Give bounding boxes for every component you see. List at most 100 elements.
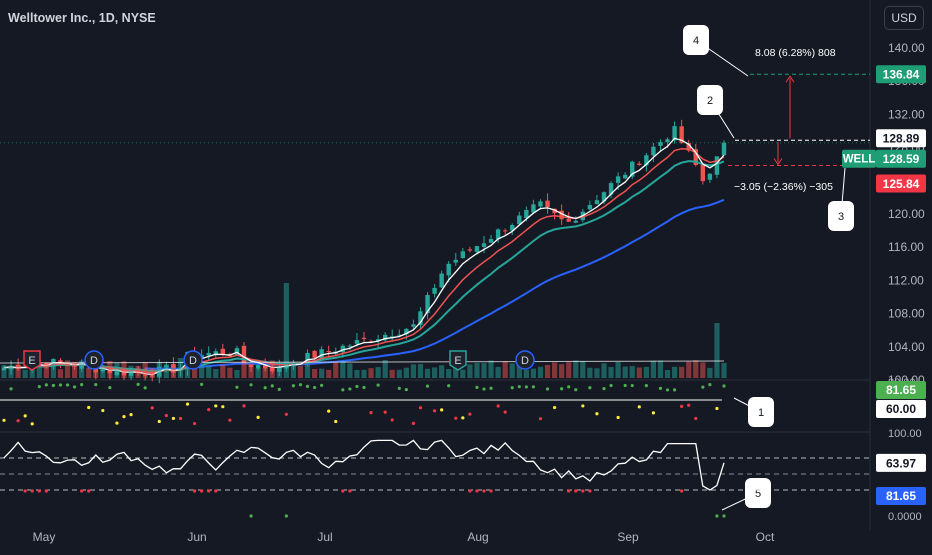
candle-body [404, 328, 409, 335]
price-tick-label: 120.00 [888, 207, 925, 221]
candle-body [481, 243, 487, 247]
indicator1-dot [475, 385, 479, 389]
indicator1-dot [482, 387, 486, 391]
candle-body [510, 225, 515, 231]
callout-label: 2 [707, 95, 713, 107]
volume-bar [128, 365, 134, 378]
indicator1-value-tag2: 60.00 [886, 402, 916, 416]
volume-bar [417, 363, 424, 378]
volume-bar [8, 365, 14, 378]
volume-bar [206, 366, 212, 378]
indicator1-dot [143, 386, 147, 390]
candle-body [714, 156, 720, 175]
candle-body [672, 126, 677, 141]
indicator1-dot [58, 383, 63, 387]
event-marker-label: D [521, 355, 529, 367]
rsi-line [3, 439, 725, 491]
volume-bar [22, 369, 28, 378]
volume-bar [707, 367, 713, 378]
last-price-tag: 128.59 [883, 152, 920, 166]
candle-body [559, 210, 564, 220]
indicator1-dot [496, 404, 500, 408]
volume-bar [57, 369, 64, 378]
volume-bar [650, 360, 657, 378]
indicator2-dot [192, 489, 197, 493]
candle-body [488, 239, 494, 243]
volume-bar [184, 363, 191, 378]
volume-bar [410, 364, 417, 378]
indicator1-dot [447, 384, 451, 388]
volume-bar [396, 369, 402, 378]
indicator2-dot [23, 489, 27, 493]
indicator1-dot [44, 383, 48, 387]
indicator1-dot [468, 412, 472, 416]
indicator1-dot [80, 383, 84, 387]
candle-body [467, 249, 473, 251]
volume-bar [544, 364, 551, 378]
indicator1-dot [214, 404, 218, 408]
price-tick-label: 116.00 [888, 240, 924, 254]
indicator2-dot [341, 489, 345, 493]
indicator1-dot [658, 386, 663, 390]
candle-body [721, 142, 727, 156]
volume-bar [679, 366, 685, 378]
candle-body [637, 163, 642, 165]
indicator1-dot [454, 416, 458, 420]
indicator2-dot [722, 514, 726, 518]
volume-bar [481, 363, 487, 378]
measure-down-label: −3.05 (−2.36%) −305 [734, 181, 833, 193]
volume-bars [1, 283, 727, 378]
volume-bar [135, 366, 141, 378]
indicator2-axis-label: 0.0000 [888, 511, 922, 523]
time-axis-label: Sep [617, 530, 639, 544]
measure-up-label: 8.08 (6.28%) 808 [755, 47, 836, 59]
volume-bar [431, 367, 438, 378]
indicator2-dot [284, 514, 288, 518]
indicator1-dot [228, 418, 232, 422]
candle-body [601, 192, 607, 202]
callout-label: 4 [693, 35, 699, 47]
volume-bar [467, 364, 473, 378]
chart-title: Welltower Inc., 1D, NYSE [8, 11, 156, 25]
volume-bar [664, 369, 671, 378]
candle-body [305, 352, 310, 363]
currency-button[interactable]: USD [884, 6, 924, 30]
symbol-tag: WELL [843, 154, 876, 166]
candle-body [502, 230, 508, 232]
volume-bar [714, 323, 720, 378]
volume-bar [36, 365, 42, 378]
volume-bar [587, 367, 593, 378]
indicator1-dot [672, 388, 677, 392]
volume-bar [333, 362, 339, 378]
candle-body [644, 155, 649, 166]
indicator1-dot [136, 382, 140, 386]
indicator1-dot [588, 386, 592, 390]
candle-body [312, 350, 317, 358]
indicator1-dot [185, 402, 190, 406]
candle-body [213, 351, 218, 356]
indicator1-dot [87, 405, 91, 410]
candle-body [693, 149, 698, 165]
volume-bar [276, 367, 282, 378]
candle-body [566, 218, 571, 222]
indicator1-dot [552, 405, 557, 410]
candle-body [432, 287, 437, 294]
indicator1-dot [327, 409, 331, 413]
volume-bar [50, 362, 57, 378]
time-axis-label: Jul [317, 530, 332, 544]
indicator2-dot [200, 489, 204, 493]
volume-bar [156, 362, 162, 378]
indicator1-dot [94, 382, 98, 387]
volume-bar [509, 363, 515, 378]
candle-body [58, 360, 63, 363]
indicator1-dot [637, 405, 641, 409]
candle-body [531, 204, 536, 213]
indicator1-dot [200, 382, 204, 386]
indicator1-dot [411, 421, 416, 425]
candle-body [552, 208, 557, 214]
volume-bar [622, 366, 628, 378]
indicator1-dot [531, 385, 536, 389]
candle-body [495, 229, 501, 240]
last-price-tag-bg [876, 149, 926, 168]
